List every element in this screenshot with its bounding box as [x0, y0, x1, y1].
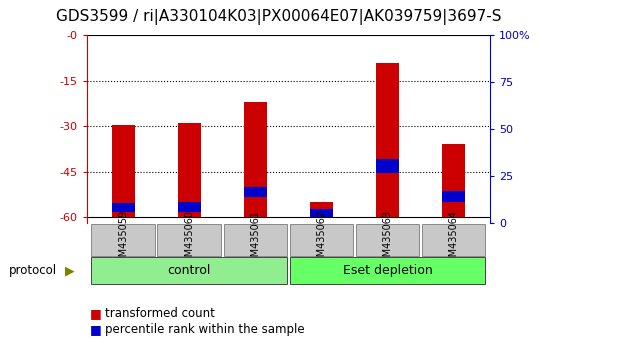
Text: transformed count: transformed count [105, 307, 215, 320]
Text: protocol: protocol [9, 264, 58, 277]
FancyBboxPatch shape [224, 224, 287, 256]
FancyBboxPatch shape [91, 257, 287, 284]
Bar [112, 125, 135, 217]
Bar [244, 102, 267, 217]
Bar [178, 123, 201, 217]
Text: GSM435061: GSM435061 [250, 210, 260, 269]
Bar [442, 191, 465, 202]
Bar [112, 203, 135, 212]
Text: ■: ■ [91, 323, 102, 336]
Text: percentile rank within the sample: percentile rank within the sample [105, 323, 305, 336]
FancyBboxPatch shape [290, 257, 485, 284]
Bar [178, 202, 201, 212]
Text: GSM435063: GSM435063 [383, 210, 392, 269]
Text: Eset depletion: Eset depletion [342, 264, 432, 277]
Text: GSM435060: GSM435060 [184, 210, 194, 269]
Text: GSM435059: GSM435059 [118, 210, 128, 269]
FancyBboxPatch shape [356, 224, 419, 256]
Text: ▶: ▶ [64, 264, 74, 277]
Text: GSM435064: GSM435064 [448, 210, 458, 269]
Bar [376, 63, 399, 217]
Text: GDS3599 / ri|A330104K03|PX00064E07|AK039759|3697-S: GDS3599 / ri|A330104K03|PX00064E07|AK039… [56, 9, 502, 25]
Text: control: control [167, 264, 211, 277]
Bar [310, 210, 333, 217]
Bar [376, 159, 399, 173]
FancyBboxPatch shape [157, 224, 221, 256]
FancyBboxPatch shape [422, 224, 485, 256]
Bar [244, 187, 267, 197]
Text: GSM435062: GSM435062 [316, 210, 326, 269]
Bar [310, 202, 333, 217]
FancyBboxPatch shape [290, 224, 353, 256]
FancyBboxPatch shape [91, 224, 155, 256]
Text: ■: ■ [91, 307, 102, 320]
Bar [442, 144, 465, 217]
